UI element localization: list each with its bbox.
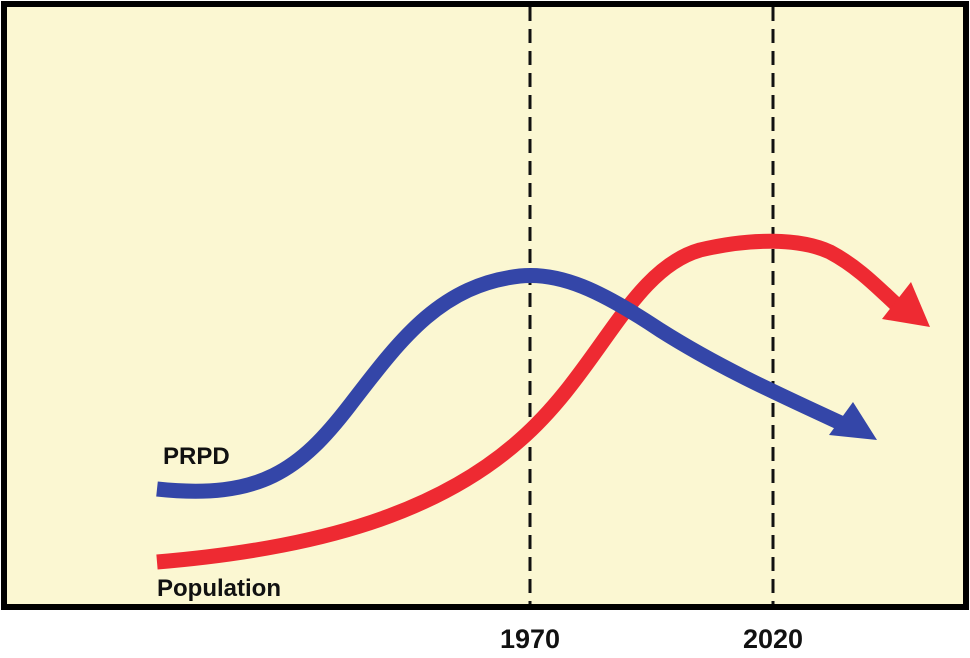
prpd-arrowhead (829, 402, 877, 440)
population-arrowhead (882, 282, 930, 327)
prpd-label: PRPD (163, 443, 230, 470)
year-label-2020: 2020 (743, 624, 803, 654)
diagram-frame (1, 1, 969, 610)
year-label-1970: 1970 (500, 624, 560, 654)
population-curve (156, 233, 906, 570)
population-label: Population (157, 575, 281, 602)
prpd-curve (156, 267, 849, 499)
